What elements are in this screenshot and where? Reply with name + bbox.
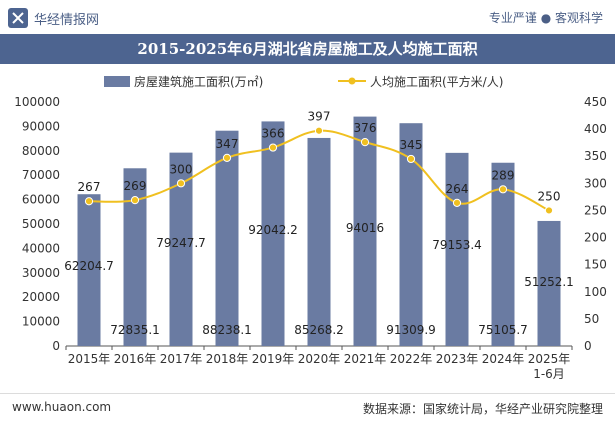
y-right-tick-label: 50 [584,312,599,326]
y-left-tick-label: 10000 [22,315,60,329]
y-left-tick-label: 30000 [22,266,60,280]
bar [215,130,239,346]
bar [353,116,377,347]
x-tick-label: 2020年 [298,352,341,366]
line-point [452,198,462,207]
line-value-label: 345 [400,138,423,152]
top-bar: 华经情报网 专业严谨 ● 客观科学 [0,0,615,34]
x-tick-label: 2018年 [206,352,249,366]
bar-value-label: 85268.2 [294,323,344,337]
x-tick-label: 2022年 [390,352,433,366]
y-left-tick-label: 50000 [22,217,60,231]
line-value-label: 269 [124,179,147,193]
line-value-label: 264 [446,182,469,196]
y-left-tick-label: 100000 [14,95,60,109]
legend: 房屋建筑施工面积(万㎡) 人均施工面积(平方米/人) [104,74,503,89]
y-right-tick-label: 150 [584,258,607,272]
y-left-tick-label: 40000 [22,241,60,255]
y-right-tick-label: 450 [584,95,607,109]
axes: 0 10000 20000 30000 40000 50000 60000 70000 8000… [14,95,607,381]
line-value-label: 300 [170,162,193,176]
bar [537,220,561,346]
footer-divider [0,393,615,394]
line-value-label: 376 [354,121,377,135]
chart-title: 2015-2025年6月湖北省房屋施工及人均施工面积 [137,40,478,58]
chart-svg: 房屋建筑施工面积(万㎡) 人均施工面积(平方米/人) 0 10000 20000 300… [14,74,607,381]
title-bar [0,34,615,64]
x-tick-label: 2023年 [436,352,479,366]
x-tick-label: 2024年 [482,352,525,366]
bar-series [77,116,561,347]
line-value-label: 250 [538,189,561,203]
bar [261,121,285,347]
y-right-tick-label: 100 [584,285,607,299]
y-left-tick-label: 60000 [22,193,60,207]
line-value-label: 267 [78,180,101,194]
huajing-logo-icon [8,8,28,28]
bar-value-label: 51252.1 [524,275,574,289]
legend-bar-swatch [104,76,130,87]
bar-value-label: 79247.7 [156,236,206,250]
bar [307,137,331,346]
y-left-tick-label: 0 [52,339,60,353]
site-url[interactable]: www.huaon.com [12,400,112,414]
line-value-label: 289 [492,168,515,182]
y-left-tick-label: 70000 [22,168,60,182]
line-point [130,196,140,205]
bar [77,194,101,346]
bar [123,168,147,346]
y-right-tick-label: 250 [584,203,607,217]
footer [0,394,615,427]
line-point [406,154,416,164]
x-tick-label: 2016年 [114,352,157,366]
bar-value-label: 62204.7 [64,259,114,273]
line-point [84,197,94,206]
y-right-tick-label: 300 [584,176,607,190]
bar-value-label: 94016 [346,221,384,235]
line-point [360,138,370,147]
line-point [498,185,508,194]
bar [491,162,515,346]
bar [169,152,193,346]
bar-value-label: 75105.7 [478,323,528,337]
legend-bar-label: 房屋建筑施工面积(万㎡) [134,74,263,89]
y-left-tick-label: 90000 [22,119,60,133]
line-series [84,126,554,215]
brand-name: 华经情报网 [34,13,100,28]
line-point [314,126,324,135]
tagline: 专业严谨 ● 客观科学 [488,11,603,25]
legend-line-marker [348,77,356,85]
data-source: 数据来源：国家统计局，华经产业研究院整理 [362,402,603,416]
x-tick-label: 2015年 [68,352,111,366]
y-left-tick-label: 20000 [22,290,60,304]
line-point [544,206,554,215]
legend-line-label: 人均施工面积(平方米/人) [370,74,503,89]
line-value-label: 347 [216,137,239,151]
bar-value-label: 72835.1 [110,323,160,337]
y-right-tick-label: 200 [584,231,607,245]
bar-value-label: 79153.4 [432,238,482,252]
x-tick-label: 2017年 [160,352,203,366]
bar [399,123,423,346]
x-tick-label: 2019年 [252,352,295,366]
line-value-label: 366 [262,127,285,141]
x-tick-label: 2021年 [344,352,387,366]
y-right-tick-label: 350 [584,149,607,163]
y-right-tick-label: 400 [584,122,607,136]
line-point [222,153,232,162]
data-labels: 267 269 300 347 366 397 376 345 264 289 250 62204.7… [64,110,574,337]
bar-value-label: 88238.1 [202,323,252,337]
y-left-tick-label: 80000 [22,144,60,158]
line-point [268,143,278,152]
bar-value-label: 91309.9 [386,323,436,337]
x-tick-label: 2025年 [528,352,571,366]
y-right-tick-label: 0 [584,339,592,353]
x-tick-label: 1-6月 [533,367,565,381]
line-point [176,179,186,188]
line-value-label: 397 [308,110,331,124]
bar-value-label: 92042.2 [248,223,298,237]
